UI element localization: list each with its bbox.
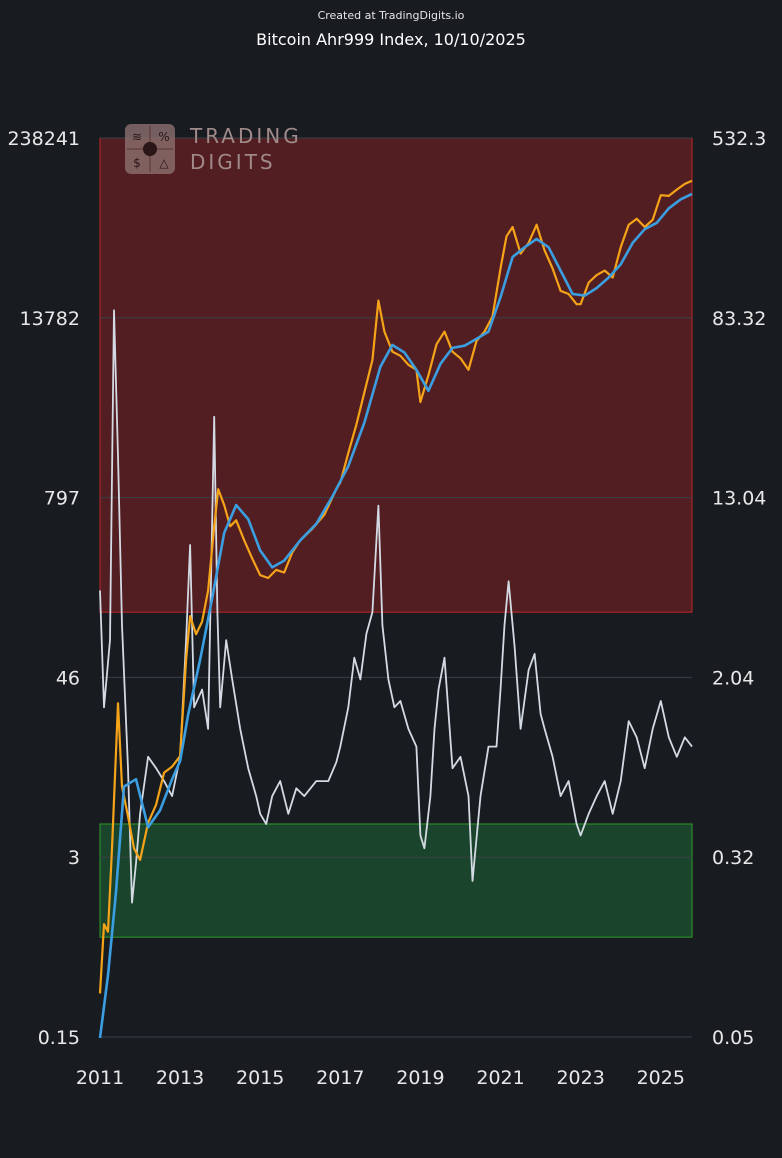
undervalued-zone	[99, 823, 693, 938]
left-axis: 238241 13782 797 46 3 0.15	[7, 128, 80, 1049]
x-tick-label: 2023	[556, 1067, 604, 1089]
ahr999-line	[99, 309, 693, 904]
logo-percent-glyph: %	[158, 130, 169, 144]
zones-layer	[99, 137, 693, 938]
logo-center-dot	[143, 142, 157, 156]
x-tick-label: 2017	[316, 1067, 364, 1089]
left-tick-label: 238241	[7, 128, 80, 150]
right-tick-label: 532.3	[712, 128, 766, 150]
right-tick-label: 13.04	[712, 488, 766, 510]
right-tick-label: 0.32	[712, 847, 754, 869]
series-layer	[98, 179, 693, 1039]
x-tick-label: 2013	[156, 1067, 204, 1089]
x-tick-label: 2025	[637, 1067, 685, 1089]
x-axis: 2011 2013 2015 2017 2019 2021 2023 2025	[76, 1067, 685, 1089]
moving-average-line	[98, 192, 693, 1039]
right-axis: 532.3 83.32 13.04 2.04 0.32 0.05	[712, 128, 766, 1049]
x-tick-label: 2011	[76, 1067, 124, 1089]
credit-text: Created at TradingDigits.io	[317, 9, 465, 22]
right-tick-label: 0.05	[712, 1027, 754, 1049]
overvalued-zone	[99, 137, 693, 613]
grid-layer	[100, 137, 692, 1038]
logo-triangle-glyph: △	[159, 156, 169, 170]
logo-text-line1: TRADING	[189, 124, 302, 148]
x-tick-label: 2019	[396, 1067, 444, 1089]
left-tick-label: 0.15	[38, 1027, 80, 1049]
tradingdigits-logo: ≋ % $ △ TRADING DIGITS	[125, 124, 302, 174]
logo-text-line2: DIGITS	[190, 150, 276, 174]
logo-wave-glyph: ≋	[132, 130, 142, 144]
logo-dollar-glyph: $	[133, 156, 141, 170]
left-tick-label: 797	[44, 488, 80, 510]
left-tick-label: 3	[68, 847, 80, 869]
right-tick-label: 83.32	[712, 308, 766, 330]
left-tick-label: 13782	[20, 308, 80, 330]
x-tick-label: 2021	[476, 1067, 524, 1089]
right-tick-label: 2.04	[712, 667, 754, 689]
left-tick-label: 46	[56, 667, 80, 689]
x-tick-label: 2015	[236, 1067, 284, 1089]
price-line	[98, 179, 693, 994]
chart-title: Bitcoin Ahr999 Index, 10/10/2025	[256, 30, 526, 49]
